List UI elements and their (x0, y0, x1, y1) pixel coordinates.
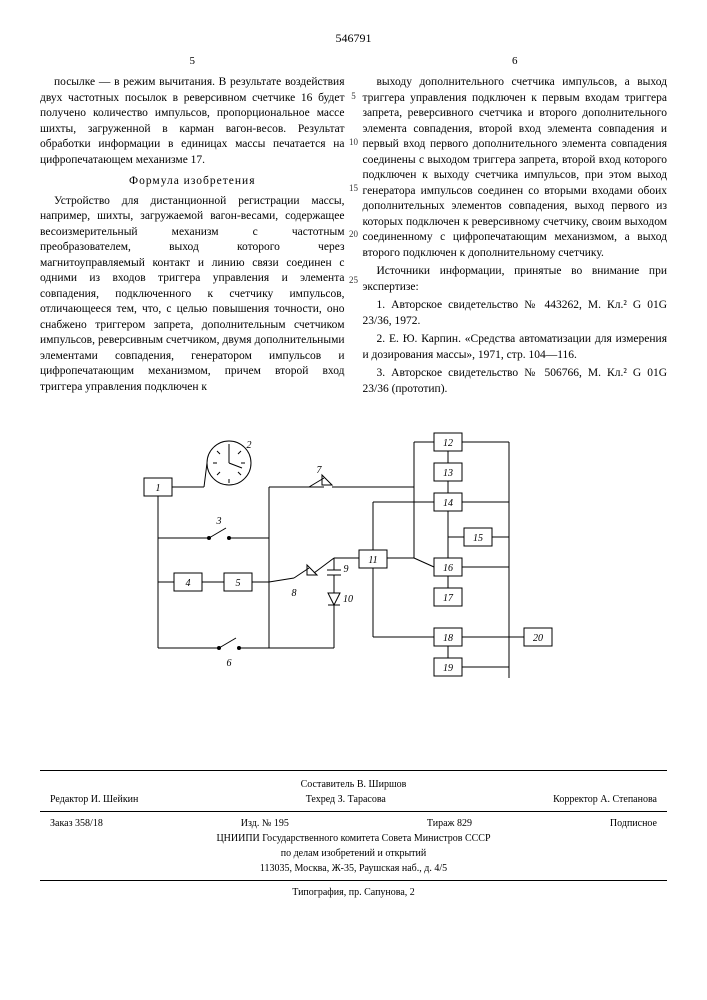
circuit-diagram: 1 2 3 4 5 6 7 8 9 (114, 418, 594, 748)
svg-text:8: 8 (291, 588, 296, 599)
org-line1: ЦНИИПИ Государственного комитета Совета … (40, 831, 667, 846)
right-column: 6 выходу дополнительного счетчика импуль… (363, 54, 668, 400)
line-num-25: 25 (349, 274, 358, 286)
left-col-num: 5 (40, 54, 345, 69)
svg-text:9: 9 (343, 564, 348, 575)
svg-text:19: 19 (443, 663, 453, 674)
tech-editor: Техред З. Тарасова (306, 792, 386, 807)
right-para1: выходу дополнительного счетчика импульсо… (363, 75, 668, 261)
line-num-20: 20 (349, 228, 358, 240)
svg-text:20: 20 (533, 633, 543, 644)
line-num-5: 5 (351, 90, 356, 102)
source-2: 2. Е. Ю. Карпин. «Средства автоматизации… (363, 332, 668, 363)
svg-text:17: 17 (443, 593, 454, 604)
svg-text:10: 10 (343, 594, 353, 605)
line-num-15: 15 (349, 182, 358, 194)
svg-text:3: 3 (215, 516, 221, 527)
columns-wrapper: 5 посылке — в режим вычитания. В результ… (40, 54, 667, 400)
svg-text:1: 1 (155, 483, 160, 494)
svg-text:5: 5 (235, 578, 240, 589)
source-1: 1. Авторское свидетельство № 443262, М. … (363, 298, 668, 329)
footer-credits: Редактор И. Шейкин Техред З. Тарасова Ко… (40, 792, 667, 807)
right-col-num: 6 (363, 54, 668, 69)
svg-text:15: 15 (473, 533, 483, 544)
formula-title: Формула изобретения (40, 174, 345, 190)
sources-title: Источники информации, принятые во вниман… (363, 264, 668, 295)
address: 113035, Москва, Ж-35, Раушская наб., д. … (40, 861, 667, 876)
tirazh: Тираж 829 (427, 816, 472, 831)
subscription: Подписное (610, 816, 657, 831)
izd-num: Изд. № 195 (241, 816, 289, 831)
document-number: 546791 (40, 30, 667, 46)
source-3: 3. Авторское свидетельство № 506766, М. … (363, 366, 668, 397)
left-para1: посылке — в режим вычитания. В результат… (40, 75, 345, 168)
org-line2: по делам изобретений и открытий (40, 846, 667, 861)
svg-text:12: 12 (443, 438, 453, 449)
footer-order: Заказ 358/18 Изд. № 195 Тираж 829 Подпис… (40, 816, 667, 831)
svg-text:4: 4 (185, 578, 190, 589)
line-num-10: 10 (349, 136, 358, 148)
footer: Составитель В. Ширшов Редактор И. Шейкин… (40, 770, 667, 900)
svg-text:16: 16 (443, 563, 453, 574)
svg-text:13: 13 (443, 468, 453, 479)
svg-text:14: 14 (443, 498, 453, 509)
compiler: Составитель В. Ширшов (40, 777, 667, 792)
svg-text:6: 6 (226, 658, 231, 669)
corrector: Корректор А. Степанова (553, 792, 657, 807)
left-column: 5 посылке — в режим вычитания. В результ… (40, 54, 345, 400)
typography: Типография, пр. Сапунова, 2 (40, 885, 667, 900)
left-para2: Устройство для дистанционной регистрации… (40, 194, 345, 396)
svg-text:2: 2 (246, 440, 251, 451)
editor: Редактор И. Шейкин (50, 792, 138, 807)
order-num: Заказ 358/18 (50, 816, 103, 831)
svg-text:11: 11 (368, 555, 377, 566)
svg-text:18: 18 (443, 633, 453, 644)
